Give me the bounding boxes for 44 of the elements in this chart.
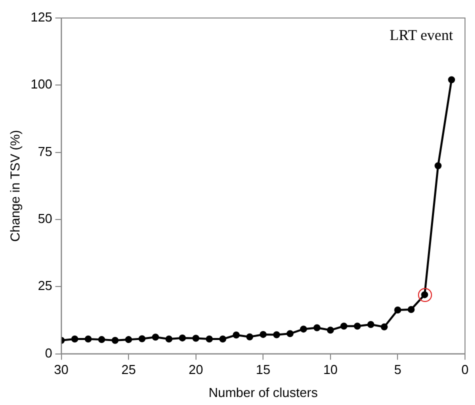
point [232,331,240,338]
annotation: LRT event [390,28,454,44]
point [286,330,294,338]
point [165,336,172,343]
point [300,326,308,333]
y-tick-label: 75 [38,144,52,159]
y-tick-label: 50 [38,211,52,226]
y-tick-label: 125 [30,10,52,25]
y-axis-title: Change in TSV (%) [7,130,22,242]
point [206,336,213,343]
point [125,336,132,344]
x-tick-label: 5 [394,362,402,378]
y-tick-label: 0 [45,345,52,360]
point [313,324,320,332]
point [219,336,226,343]
point [178,334,186,342]
y-tick-label: 25 [38,278,52,294]
x-axis-title: Number of clusters [208,384,318,400]
point [367,321,374,328]
point [380,323,388,330]
x-tick-label: 30 [54,362,69,378]
point [152,334,159,341]
point [394,306,402,314]
point [326,326,334,334]
point [340,322,348,330]
point [84,336,92,343]
x-tick-label: 15 [256,362,270,378]
point [192,334,200,342]
point [71,336,78,343]
point [246,333,254,340]
point [138,335,146,342]
point [408,306,415,313]
point [273,331,280,338]
point [98,336,106,344]
x-tick-label: 20 [188,362,204,378]
x-tick-label: 10 [323,362,338,378]
point [354,322,361,330]
x-tick-label: 0 [461,362,469,378]
point [448,76,456,84]
point [434,162,442,170]
point [112,336,119,344]
point [260,330,267,338]
y-tick-label: 100 [30,76,52,92]
x-tick-label: 25 [121,362,136,378]
